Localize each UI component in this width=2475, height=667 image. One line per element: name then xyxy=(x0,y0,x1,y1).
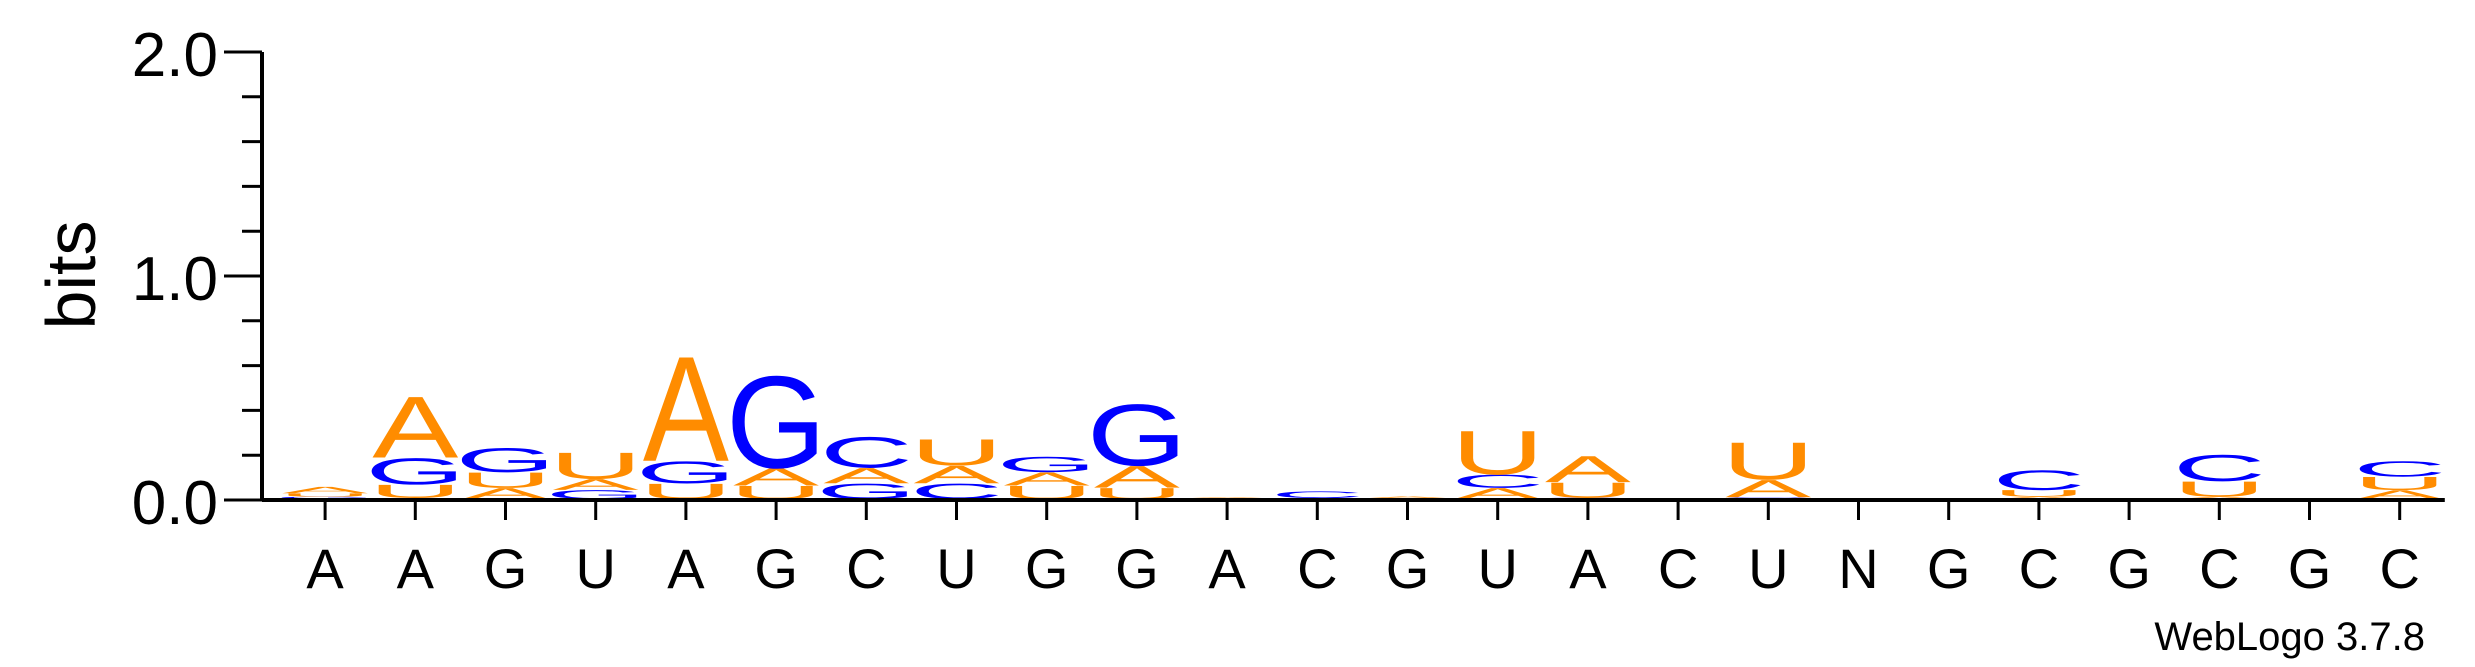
logo-letter-U: U xyxy=(910,432,1003,474)
y-tick-label: 0.0 xyxy=(132,469,218,538)
logo-letter-A: A xyxy=(823,463,909,488)
logo-letter-A: A xyxy=(553,476,640,493)
logo-letter-A: A xyxy=(372,379,459,477)
y-tick-label: 1.0 xyxy=(132,245,218,314)
x-tick-label: U xyxy=(575,537,615,600)
logo-letter-A: A xyxy=(463,485,550,502)
logo-letter-A: A xyxy=(282,485,368,495)
x-tick-label: G xyxy=(1025,537,1069,600)
y-axis-label: bits xyxy=(32,221,110,330)
logo-letter-C: C xyxy=(1992,465,2085,496)
logo-letter-G: G xyxy=(636,455,736,490)
x-tick-label: G xyxy=(484,537,528,600)
x-tick-label: C xyxy=(1658,537,1698,600)
logo-letter-A: A xyxy=(1996,496,2082,500)
logo-letter-C: C xyxy=(1271,490,1364,500)
logo-letter-C: C xyxy=(2353,457,2446,482)
x-tick-label: C xyxy=(1297,537,1337,600)
x-tick-label: C xyxy=(2379,537,2419,600)
x-tick-label: G xyxy=(2288,537,2332,600)
logo-letter-G: G xyxy=(1087,387,1187,485)
logo-letter-U: U xyxy=(549,445,642,487)
x-tick-label: N xyxy=(1838,537,1878,600)
x-tick-label: G xyxy=(1927,537,1971,600)
logo-letter-U: U xyxy=(459,468,552,493)
x-tick-label: C xyxy=(2019,537,2059,600)
logo-letter-U: U xyxy=(1722,431,1815,490)
x-tick-label: A xyxy=(667,537,705,600)
logo-letter-C: C xyxy=(1451,471,1544,492)
x-tick-label: G xyxy=(2107,537,2151,600)
logo-letter-C: C xyxy=(820,428,913,477)
logo-letter-A: A xyxy=(1094,459,1181,494)
logo-letter-U: U xyxy=(369,481,462,502)
logo-letter-A: A xyxy=(1184,497,1270,499)
logo-letter-A: A xyxy=(1004,469,1091,490)
x-tick-label: A xyxy=(1208,537,1246,600)
logo-letter-G: G xyxy=(726,348,826,495)
logo-letter-G: G xyxy=(365,451,465,493)
logo-letter-U: U xyxy=(730,482,823,503)
logo-letter-A: A xyxy=(1545,448,1632,490)
logo-letter-U: U xyxy=(2353,473,2446,494)
x-tick-label: A xyxy=(306,537,344,600)
logo-letter-G: G xyxy=(455,441,555,479)
logo-letter-A: A xyxy=(914,461,1000,489)
weblogo-credit: WebLogo 3.7.8 xyxy=(2154,615,2425,659)
logo-letter-G: G xyxy=(275,496,375,500)
logo-letter-U: U xyxy=(1090,485,1183,502)
x-tick-label: A xyxy=(397,537,435,600)
logo-letter-A: A xyxy=(643,325,730,493)
logo-letter-C: C xyxy=(2173,447,2266,489)
logo-letter-A: A xyxy=(1364,496,1450,499)
x-tick-label: G xyxy=(1115,537,1159,600)
x-tick-label: G xyxy=(754,537,798,600)
logo-letter-U: U xyxy=(1992,488,2085,498)
x-tick-label: A xyxy=(1569,537,1607,600)
logo-letter-U: U xyxy=(279,492,372,497)
logo-letter-U: U xyxy=(1451,418,1544,488)
logo-letter-A: A xyxy=(1455,485,1542,502)
x-tick-label: G xyxy=(1386,537,1430,600)
logo-letter-U: U xyxy=(1000,482,1093,503)
y-tick-label: 2.0 xyxy=(132,21,218,90)
x-tick-label: U xyxy=(1748,537,1788,600)
logo-stacks: CGUACUGACAUGCGAUCUGACUAGUGACGCAUCUAGCUAG… xyxy=(275,325,2450,504)
x-tick-label: U xyxy=(1477,537,1517,600)
logo-letter-U: U xyxy=(2173,477,2266,502)
logo-letter-A: A xyxy=(2176,496,2262,500)
logo-letter-G: G xyxy=(997,452,1097,477)
logo-letter-A: A xyxy=(733,463,819,491)
x-tick-label: U xyxy=(936,537,976,600)
axes: 0.0 1.0 2.0 xyxy=(132,21,2445,538)
x-tick-label: C xyxy=(846,537,886,600)
x-tick-label: C xyxy=(2199,537,2239,600)
